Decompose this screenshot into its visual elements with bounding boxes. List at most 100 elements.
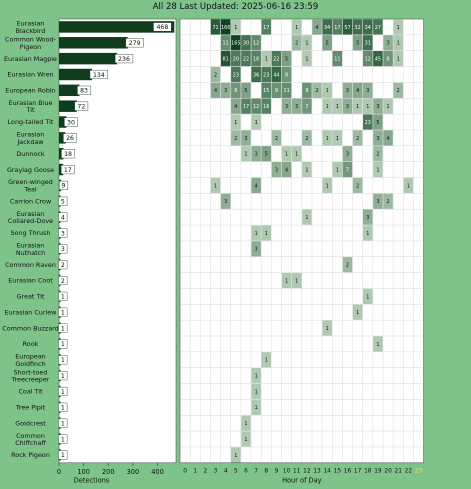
- heat-cell: [383, 193, 393, 209]
- bar-value-label-box: [114, 54, 134, 64]
- heat-cell: [241, 146, 251, 162]
- category-label: Eurasian Wren: [7, 71, 53, 79]
- x-tick-label: 0: [57, 468, 61, 476]
- bar-value-label: 2: [61, 278, 65, 285]
- heat-cell: [302, 98, 312, 114]
- heat-cell-value: 1: [356, 310, 359, 316]
- heat-cell: [373, 336, 383, 352]
- heat-cell-value: 71: [212, 25, 218, 31]
- heat-cell-value: 81: [223, 57, 229, 63]
- heat-cell: [210, 19, 221, 35]
- heat-cell-value: 5: [326, 41, 329, 47]
- heat-cell: [342, 257, 353, 273]
- heat-cell: [281, 66, 292, 83]
- heat-cell: [261, 66, 272, 83]
- heat-cell: [393, 35, 403, 51]
- heat-cell-value: 1: [265, 358, 268, 364]
- heat-cell-value: 1: [234, 120, 237, 126]
- heat-cell: [322, 19, 332, 35]
- heat-cell-value: 17: [243, 104, 249, 110]
- heat-cell-value: 1: [295, 152, 298, 158]
- heat-cell-value: 1: [244, 421, 247, 427]
- heat-cell-value: 31: [365, 41, 371, 47]
- heat-cell: [352, 35, 363, 51]
- heat-cell-value: 8: [234, 88, 237, 94]
- heat-cell: [291, 98, 302, 114]
- heat-cell: [231, 130, 241, 146]
- bar-value-label: 1: [61, 389, 65, 396]
- heat-cell-value: 7: [346, 167, 349, 173]
- heat-cell-value: 3: [387, 41, 390, 47]
- heat-cell: [403, 177, 414, 194]
- heat-cell: [352, 19, 363, 35]
- category-label-line: Common Wood-: [5, 36, 56, 44]
- heat-cell-value: 1: [376, 167, 379, 173]
- bar-7: [59, 132, 66, 144]
- hour-tick-label: 1: [193, 468, 197, 474]
- bar-3: [59, 68, 93, 81]
- heat-cell-value: 22: [243, 57, 249, 63]
- heat-cell-value: 165: [231, 41, 240, 47]
- heat-cell: [281, 82, 292, 98]
- heat-cell: [383, 51, 393, 67]
- heat-cell: [373, 51, 383, 67]
- heat-cell-value: 1: [397, 41, 400, 47]
- bar-value-label-box: [58, 386, 68, 396]
- hour-tick-label: 4: [224, 468, 228, 474]
- heat-cell-value: 1: [295, 278, 298, 284]
- heat-cell: [322, 320, 332, 336]
- heat-cell: [373, 98, 383, 114]
- heat-cell: [373, 19, 383, 35]
- heat-cell-value: 1: [336, 104, 339, 110]
- heat-cell-value: 3: [295, 104, 298, 110]
- hour-tick-label: 12: [303, 468, 311, 474]
- bar-value-label: 72: [77, 103, 85, 110]
- hour-tick-label: 6: [244, 468, 248, 474]
- category-label: Common Chiffchaff: [15, 432, 46, 447]
- heat-cell: [291, 35, 302, 51]
- heat-cell: [302, 130, 312, 146]
- heat-cell-value: 8: [387, 57, 390, 63]
- category-label: Common Raven: [5, 261, 56, 269]
- category-label: Rock Pigeon: [11, 451, 50, 459]
- heat-cell-value: 2: [305, 136, 308, 142]
- hour-tick-label: 13: [313, 468, 321, 474]
- heat-cell: [383, 130, 393, 146]
- heat-cell: [271, 161, 282, 178]
- bar-value-label-box: [58, 402, 68, 412]
- bar-value-label-box: [58, 450, 68, 460]
- category-label-line: Jackdaw: [16, 138, 43, 146]
- heat-cell-value: 1: [285, 152, 288, 158]
- category-label: Eurasian Curlew: [5, 308, 57, 316]
- category-label-line: Eurasian: [17, 210, 45, 218]
- heat-cell-value: 1: [244, 437, 247, 443]
- category-label: Carrion Crow: [10, 197, 51, 205]
- heat-cell: [251, 66, 261, 83]
- category-label: Eurasian Blackbird: [16, 20, 46, 35]
- heat-cell-value: 44: [273, 72, 279, 78]
- heat-cell: [332, 130, 343, 146]
- category-label-line: Green-winged: [8, 178, 53, 186]
- heat-cell-value: 1: [397, 57, 400, 63]
- heat-cell-value: 4: [214, 88, 217, 94]
- heat-cell-value: 1: [305, 57, 308, 63]
- bar-value-label: 1: [61, 420, 65, 427]
- heat-cell: [312, 82, 322, 98]
- bar-value-label-box: [58, 307, 68, 317]
- category-label: Eurasian Jackdaw: [16, 131, 44, 146]
- heat-cell: [281, 98, 292, 114]
- heat-cell-value: 1: [255, 389, 258, 395]
- heat-cell: [342, 98, 353, 114]
- heat-cell: [241, 431, 251, 447]
- hour-tick-label: 11: [293, 468, 301, 474]
- heat-cell: [251, 114, 261, 130]
- bar-value-label-box: [58, 291, 68, 301]
- heat-cell: [220, 19, 231, 35]
- heat-cell-value: 30: [243, 41, 249, 47]
- category-label: European Robin: [5, 87, 55, 95]
- bar-value-label: 3: [61, 246, 65, 253]
- heat-cell-value: 9: [275, 88, 278, 94]
- heat-cell: [322, 98, 332, 114]
- heat-cell: [231, 19, 241, 35]
